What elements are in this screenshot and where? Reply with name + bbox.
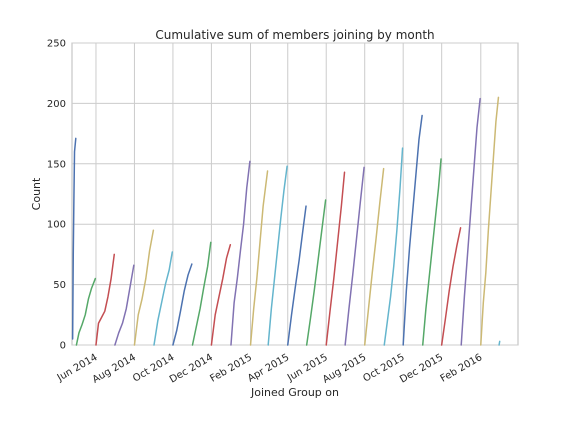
series-line-15 [344,166,365,346]
series-line-2 [95,253,116,346]
x-axis-label: Joined Group on [250,386,339,399]
chart-title: Cumulative sum of members joining by mon… [155,28,434,42]
series-line-0 [71,137,77,340]
series-line-16 [363,167,385,346]
series-line-8 [210,243,232,346]
y-axis-label: Count [30,177,43,210]
x-tick-label: Apr 2015 [246,352,291,384]
series-line-7 [191,241,212,346]
series-line-17 [383,147,404,346]
y-tick-label: 100 [47,220,66,231]
series-line-21 [460,97,481,346]
y-gridlines [72,42,518,346]
series-line-20 [440,227,462,346]
x-tick-label: Dec 2015 [398,352,445,386]
y-tick-label: 0 [60,341,66,352]
series-line-14 [325,171,346,346]
series-line-22 [480,96,500,346]
series-group [71,96,501,346]
series-line-6 [172,263,193,346]
series-line-1 [75,277,97,346]
y-tick-label: 200 [47,99,66,110]
series-line-23 [498,340,501,346]
series-line-10 [249,170,269,346]
x-tick-label: Aug 2015 [321,352,368,386]
series-line-9 [230,160,251,346]
plot-area [71,42,519,346]
x-tick-label: Aug 2014 [91,352,138,386]
y-tick-labels: 0 50 100 150 200 250 [47,39,66,352]
series-line-12 [287,205,307,346]
series-line-13 [305,199,327,346]
y-tick-label: 250 [47,39,66,50]
series-line-11 [267,165,288,346]
series-line-5 [153,251,174,346]
x-tick-label: Dec 2014 [168,352,215,386]
y-tick-label: 150 [47,159,66,170]
y-tick-label: 50 [53,280,66,291]
series-line-3 [114,264,135,346]
x-tick-label: Feb 2015 [208,352,254,385]
series-line-4 [133,229,155,346]
x-gridlines [95,43,482,345]
x-tick-label: Feb 2016 [439,352,485,385]
series-line-18 [402,114,423,346]
series-line-19 [421,158,442,346]
